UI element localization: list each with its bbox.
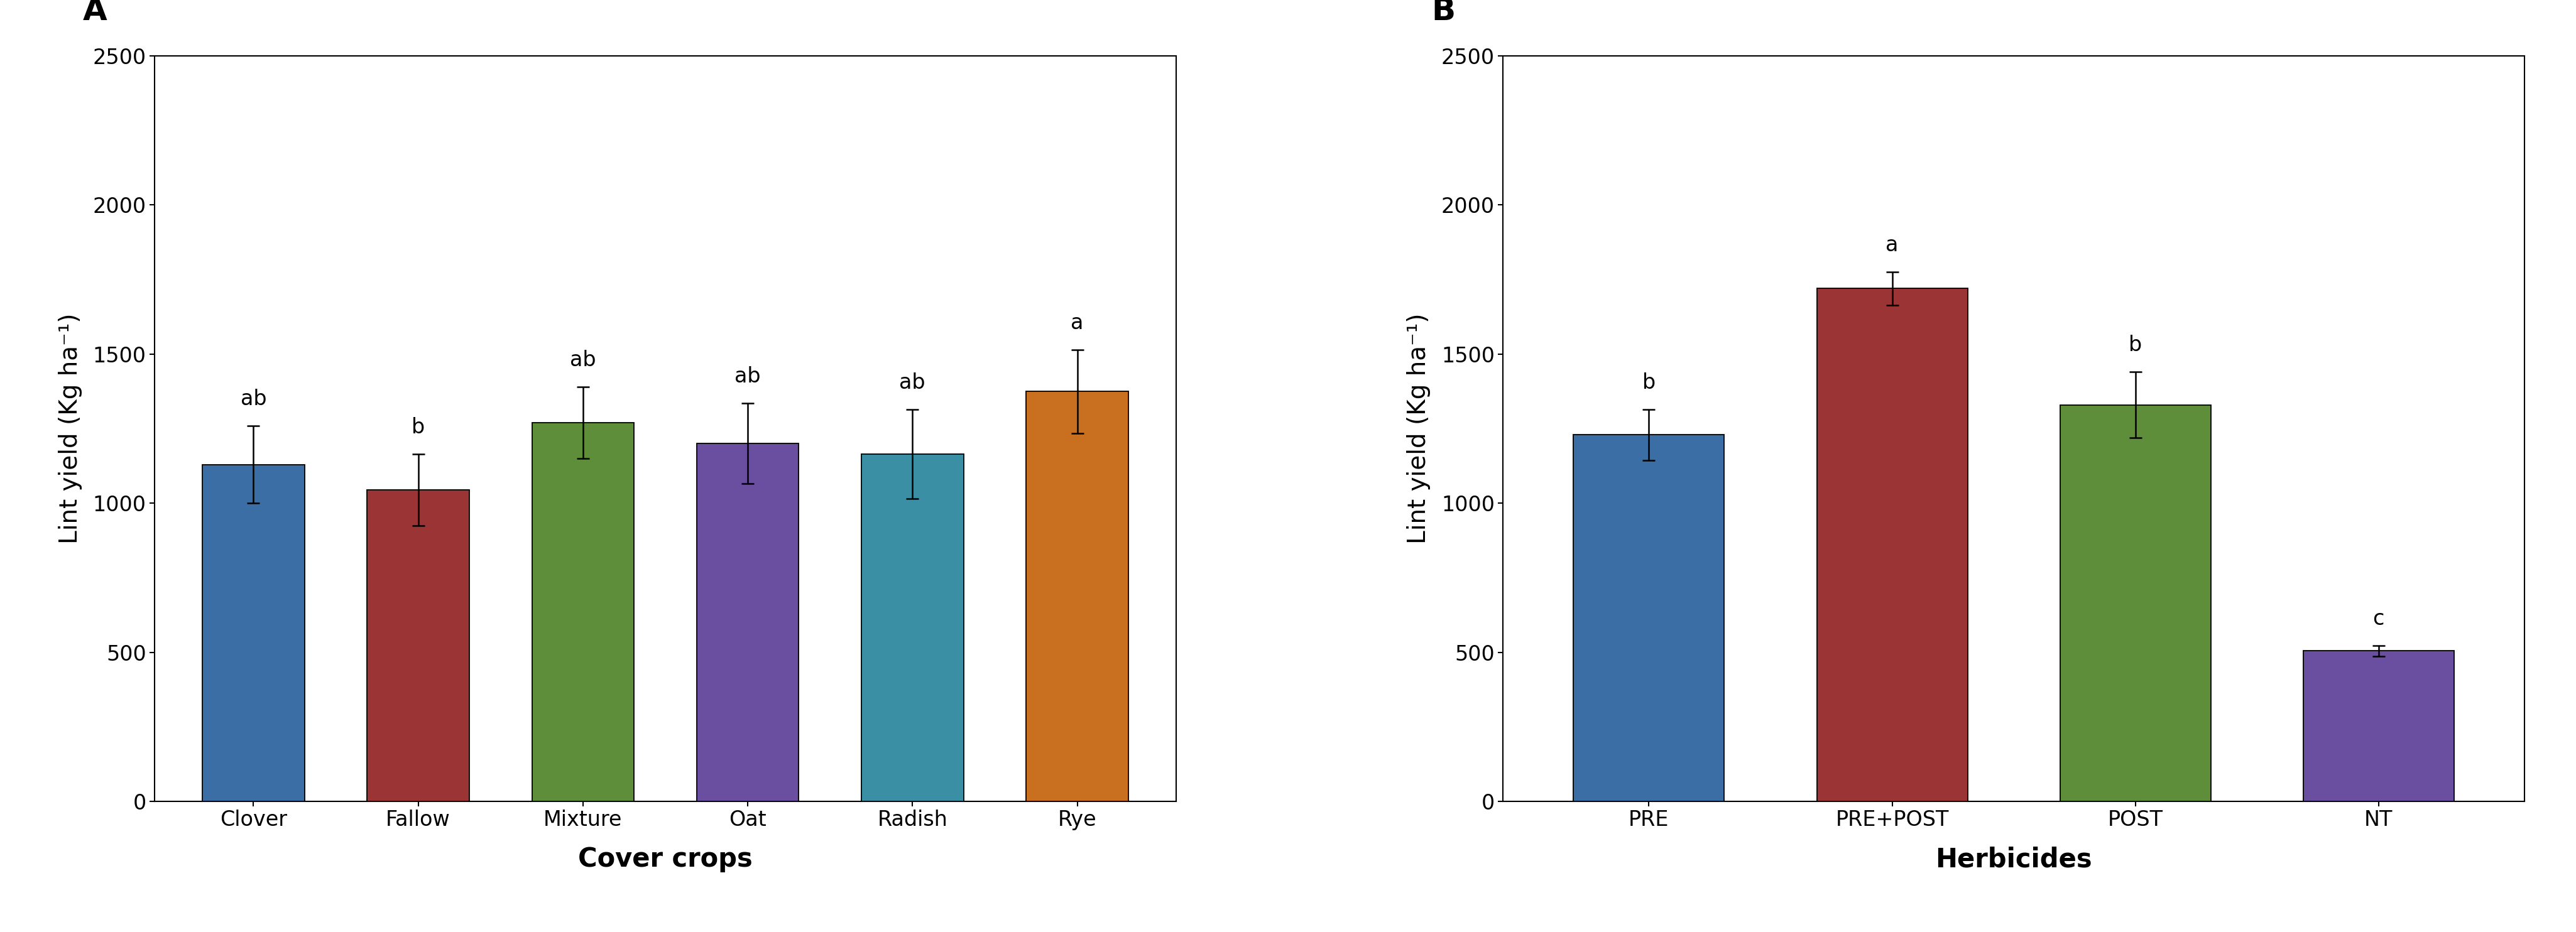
Text: b: b xyxy=(1643,372,1656,393)
Bar xyxy=(368,490,469,802)
Text: ab: ab xyxy=(899,372,925,393)
Text: a: a xyxy=(1072,312,1084,334)
Bar xyxy=(1816,289,1968,802)
Bar xyxy=(696,444,799,802)
Bar xyxy=(2303,651,2455,802)
Text: b: b xyxy=(412,417,425,438)
Text: A: A xyxy=(82,0,108,26)
Bar xyxy=(860,454,963,802)
Text: B: B xyxy=(1432,0,1455,26)
Bar xyxy=(531,423,634,802)
Text: a: a xyxy=(1886,235,1899,255)
Text: b: b xyxy=(2128,335,2143,356)
X-axis label: Cover crops: Cover crops xyxy=(577,846,752,872)
Bar xyxy=(1025,391,1128,802)
Y-axis label: Lint yield (Kg ha⁻¹): Lint yield (Kg ha⁻¹) xyxy=(59,313,82,544)
Text: ab: ab xyxy=(569,350,595,371)
Y-axis label: Lint yield (Kg ha⁻¹): Lint yield (Kg ha⁻¹) xyxy=(1406,313,1430,544)
X-axis label: Herbicides: Herbicides xyxy=(1935,846,2092,872)
Bar xyxy=(204,464,304,802)
Text: ab: ab xyxy=(734,366,760,387)
Bar xyxy=(2061,404,2210,802)
Text: c: c xyxy=(2372,609,2385,629)
Text: ab: ab xyxy=(240,389,265,409)
Bar xyxy=(1574,434,1723,802)
